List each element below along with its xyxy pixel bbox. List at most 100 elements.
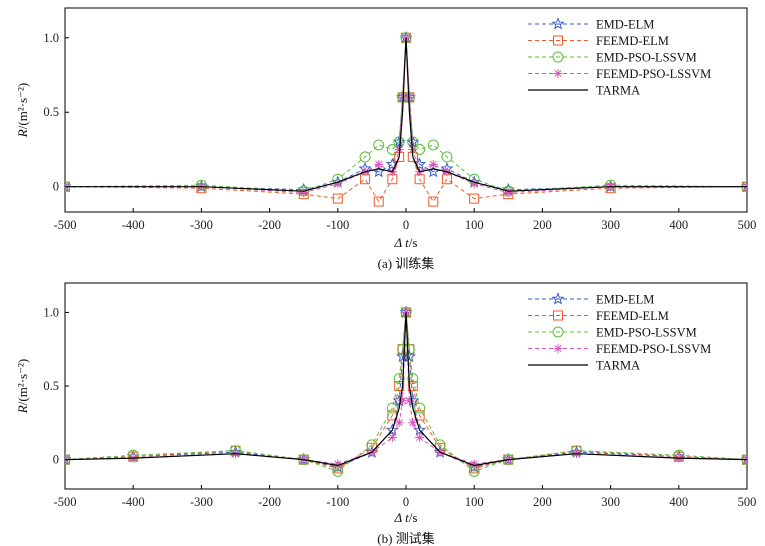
x-tick-label: -100: [326, 495, 349, 509]
x-tick-label: 100: [465, 218, 484, 232]
data-point: [415, 433, 425, 442]
legend-marker: [553, 310, 563, 321]
data-point: [392, 393, 406, 407]
legend-label: EMD-PSO-LSSVM: [596, 326, 697, 340]
x-tick-label: 300: [601, 495, 620, 509]
series-tarma: [65, 37, 747, 192]
data-point: [469, 459, 479, 469]
data-point: [333, 459, 343, 469]
x-tick-label: -200: [258, 218, 281, 232]
x-tick-label: -100: [326, 218, 349, 232]
data-point: [469, 193, 480, 204]
y-axis-label: R/(m²·s⁻²): [15, 359, 30, 414]
data-point: [503, 188, 513, 198]
x-tick-label: 500: [738, 495, 757, 509]
y-tick-label: 0: [53, 180, 59, 194]
x-tick-label: 100: [465, 495, 484, 509]
data-point: [740, 452, 747, 466]
data-point: [404, 92, 414, 102]
data-point: [407, 381, 418, 391]
legend-label: FEEMD-PSO-LSSVM: [596, 67, 711, 81]
data-point: [393, 373, 405, 385]
x-tick-label: 500: [738, 218, 757, 232]
series-line: [65, 312, 747, 467]
data-point: [359, 151, 371, 163]
legend-label: FEEMD-PSO-LSSVM: [596, 342, 711, 356]
legend-marker: [552, 51, 564, 63]
series-line: [65, 37, 747, 192]
legend-label: FEEMD-ELM: [596, 309, 669, 323]
y-axis-label: R/(m²·s⁻²): [15, 83, 30, 138]
y-tick-label: 0: [53, 453, 59, 467]
data-point: [469, 179, 479, 189]
x-tick-label: 400: [669, 218, 688, 232]
data-point: [407, 373, 419, 385]
x-tick-label: 0: [403, 495, 409, 509]
x-tick-label: -400: [122, 495, 145, 509]
y-tick-label: 0.5: [43, 379, 59, 393]
legend-label: EMD-PSO-LSSVM: [596, 51, 697, 65]
x-axis-label: Δ t/s: [394, 235, 418, 250]
data-point: [394, 418, 404, 428]
legend-label: EMD-ELM: [596, 18, 654, 32]
y-tick-label: 1.0: [43, 305, 59, 319]
legend-marker: [551, 292, 565, 305]
legend-label: TARMA: [596, 84, 640, 98]
data-point: [428, 159, 438, 169]
data-point: [386, 402, 398, 414]
x-tick-label: -200: [258, 495, 281, 509]
data-point: [404, 396, 414, 406]
panel-caption: (a) 训练集: [378, 256, 435, 271]
legend-marker: [551, 17, 565, 30]
x-tick-label: 400: [669, 495, 688, 509]
data-point: [402, 349, 416, 363]
x-tick-label: -500: [54, 495, 77, 509]
data-point: [332, 193, 343, 204]
data-point: [373, 139, 385, 151]
legend-marker: [553, 344, 563, 353]
data-point: [65, 179, 72, 193]
data-point: [392, 135, 406, 148]
data-point: [413, 423, 427, 436]
data-point: [414, 402, 426, 414]
series-line: [65, 37, 747, 203]
data-point: [408, 418, 418, 428]
legend-marker: [553, 35, 563, 46]
series-tarma: [65, 312, 747, 467]
data-point: [394, 381, 405, 391]
legend-marker: [552, 326, 564, 338]
x-tick-label: -300: [190, 495, 213, 509]
x-tick-label: 0: [403, 218, 409, 232]
data-point: [333, 179, 343, 189]
x-tick-label: 300: [601, 218, 620, 232]
panel-caption: (b) 测试集: [377, 531, 434, 546]
x-tick-label: 200: [533, 218, 552, 232]
data-point: [299, 188, 309, 198]
data-point: [441, 151, 453, 163]
legend-marker: [553, 69, 563, 78]
data-point: [740, 179, 747, 193]
x-tick-label: 200: [533, 495, 552, 509]
chart-panel-a: -500 -400 -300 -200 -100 0 100 200 300 400 500 0 0.5…: [15, 7, 757, 271]
legend-label: TARMA: [596, 359, 640, 373]
data-point: [398, 92, 408, 102]
x-tick-label: -300: [190, 218, 213, 232]
y-tick-label: 0.5: [43, 105, 59, 119]
y-tick-label: 1.0: [43, 31, 59, 45]
data-point: [373, 196, 384, 207]
data-point: [427, 139, 439, 151]
legend-label: FEEMD-ELM: [596, 34, 669, 48]
data-point: [398, 396, 408, 406]
data-point: [387, 433, 397, 442]
x-tick-label: -500: [54, 218, 77, 232]
legend: EMD-ELM FEEMD-ELM EMD-PSO-LSSVM FEEMD-PSO-L…: [528, 292, 711, 373]
data-point: [428, 196, 439, 207]
data-point: [65, 452, 72, 466]
legend-label: EMD-ELM: [596, 293, 654, 307]
x-tick-label: -400: [122, 218, 145, 232]
chart-panel-b: -500 -400 -300 -200 -100 0 100 200 300 400 500 0 0.5…: [15, 282, 757, 546]
data-point: [374, 159, 384, 169]
x-axis-label: Δ t/s: [394, 510, 418, 525]
legend: EMD-ELM FEEMD-ELM EMD-PSO-LSSVM FEEMD-PSO-L…: [528, 17, 711, 98]
